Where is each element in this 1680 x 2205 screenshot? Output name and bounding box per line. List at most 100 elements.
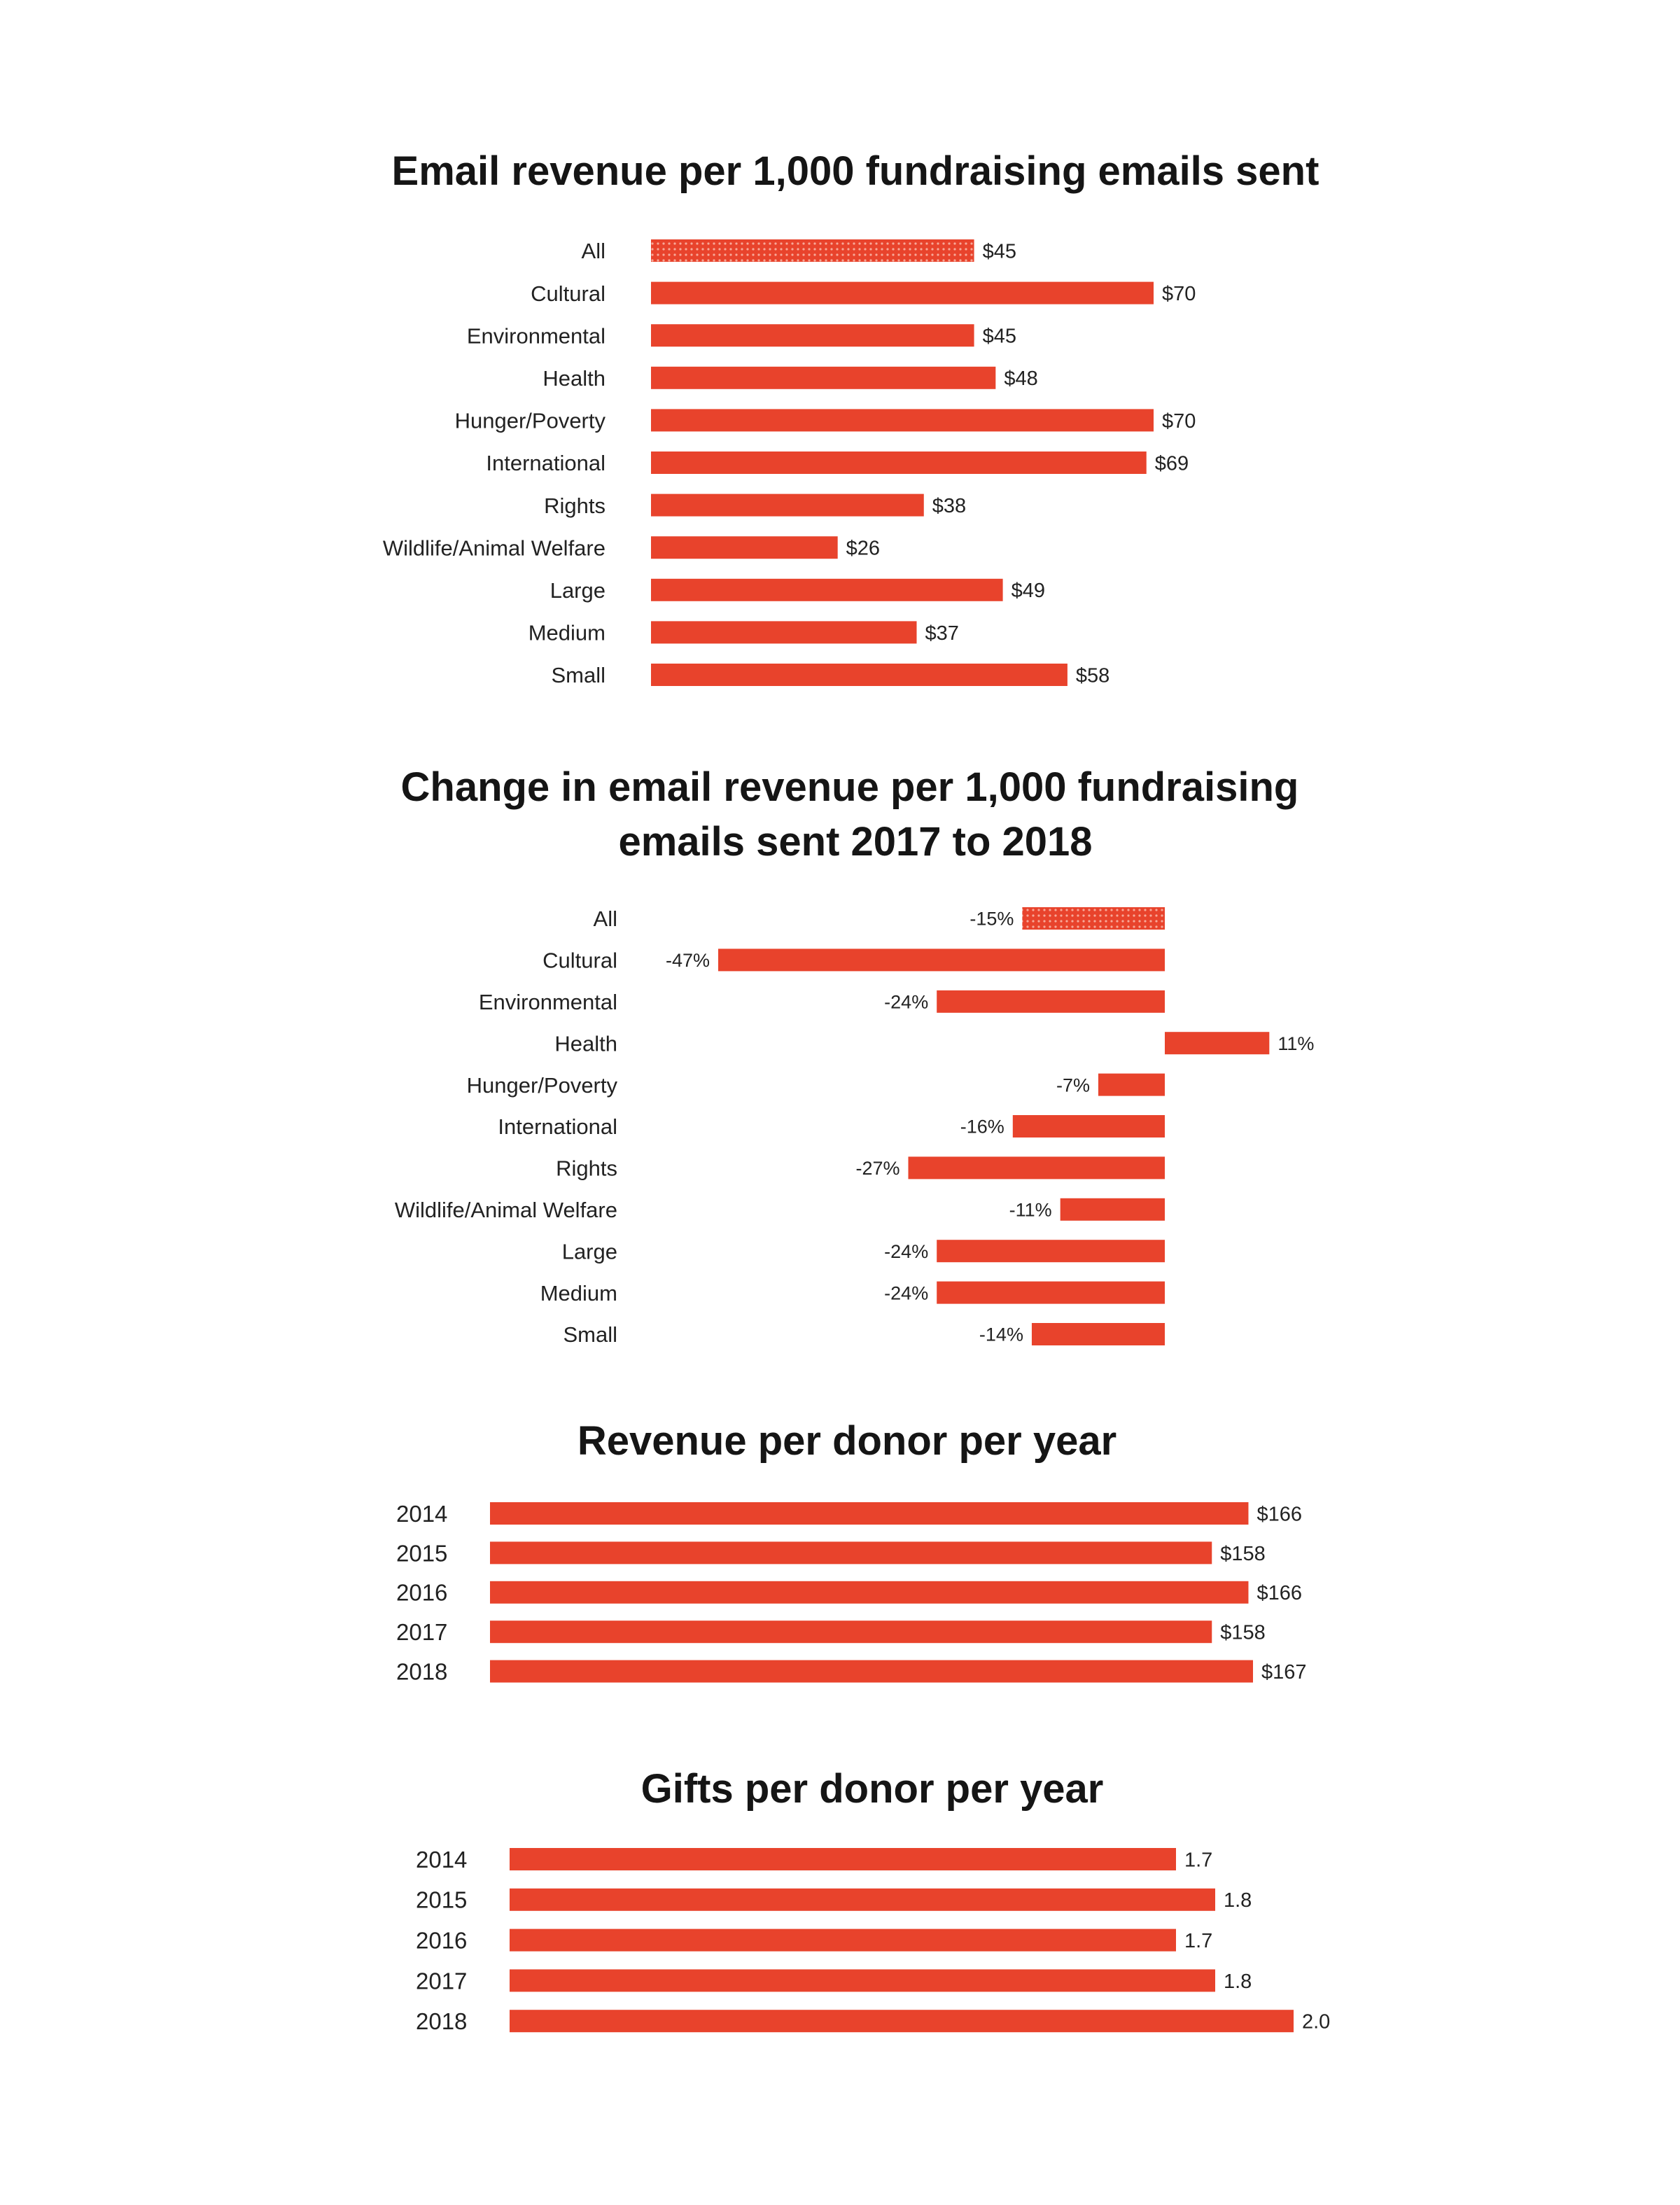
revenue-change-value-label: -47% [666, 950, 710, 971]
revenue-change-bar [1031, 1323, 1165, 1345]
email-revenue-bar [651, 578, 1003, 601]
email-revenue-bar [651, 621, 917, 644]
email-revenue-bar [651, 409, 1154, 432]
email-revenue-bar [651, 493, 924, 517]
email-revenue-bar [651, 451, 1147, 474]
email-revenue-bars: All $45 Cultural $70 Environmental $45 Health $… [383, 239, 1196, 687]
gifts-per-donor-value-label: 1.8 [1224, 1970, 1252, 1993]
gifts-per-donor-bar [510, 2010, 1294, 2033]
revenue-per-donor-bar [490, 1660, 1253, 1683]
revenue-change-category-label: All [594, 906, 617, 931]
email-revenue-bar [651, 324, 974, 347]
email-revenue-value-label: $69 [1155, 452, 1189, 475]
revenue-change-bar [718, 948, 1165, 972]
gifts-per-donor-chart: Gifts per donor per year 2014 1.7 2015 1.8 2… [416, 1766, 1330, 2034]
gifts-per-donor-bar [510, 1848, 1176, 1870]
revenue-change-category-label: Large [562, 1239, 617, 1264]
revenue-change-bar [1098, 1073, 1165, 1096]
email-revenue-bar [651, 664, 1068, 686]
revenue-per-donor-bar [490, 1541, 1212, 1564]
email-revenue-category-label: International [486, 451, 606, 475]
email-revenue-value-label: $45 [983, 326, 1016, 348]
revenue-per-donor-category-label: 2018 [396, 1658, 447, 1684]
revenue-per-donor-bar [490, 1581, 1249, 1604]
email-revenue-bar [651, 366, 996, 389]
revenue-per-donor-bar [490, 1620, 1212, 1644]
revenue-per-donor-value-label: $158 [1220, 1543, 1266, 1565]
revenue-change-category-label: International [498, 1114, 617, 1139]
email-revenue-category-label: Medium [528, 621, 606, 645]
revenue-change-value-label: -24% [884, 992, 928, 1013]
revenue-change-bar [937, 1240, 1165, 1263]
revenue-change-value-label: -24% [884, 1241, 928, 1262]
revenue-per-donor-chart-title: Revenue per donor per year [578, 1418, 1116, 1464]
email-revenue-value-label: $70 [1162, 410, 1196, 433]
revenue-change-value-label: -27% [855, 1158, 899, 1179]
revenue-change-bar [1165, 1032, 1270, 1055]
email-revenue-category-label: Wildlife/Animal Welfare [383, 536, 606, 560]
gifts-per-donor-category-label: 2017 [416, 1968, 467, 1994]
gifts-per-donor-bar [510, 1888, 1215, 1911]
revenue-per-donor-category-label: 2015 [396, 1540, 447, 1566]
revenue-change-value-label: -24% [884, 1282, 928, 1303]
gifts-per-donor-value-label: 1.7 [1184, 1930, 1212, 1952]
revenue-per-donor-value-label: $166 [1256, 1582, 1302, 1604]
revenue-change-title-line-1: Change in email revenue per 1,000 fundra… [401, 764, 1299, 810]
revenue-per-donor-value-label: $167 [1261, 1661, 1307, 1684]
revenue-change-value-label: -7% [1056, 1074, 1090, 1096]
revenue-change-category-label: Cultural [542, 948, 617, 973]
revenue-change-bar [937, 1281, 1165, 1304]
revenue-change-bar [1060, 1198, 1165, 1221]
gifts-per-donor-bars: 2014 1.7 2015 1.8 2016 1.7 2017 1.8 2018 2.0 [416, 1847, 1330, 2034]
email-revenue-value-label: $26 [846, 538, 880, 560]
email-revenue-category-label: Small [551, 663, 606, 687]
gifts-per-donor-chart-title: Gifts per donor per year [641, 1766, 1104, 1812]
revenue-per-donor-value-label: $158 [1220, 1622, 1266, 1644]
revenue-change-value-label: -15% [969, 909, 1014, 930]
gifts-per-donor-category-label: 2018 [416, 2008, 467, 2034]
revenue-change-category-label: Small [563, 1322, 617, 1347]
email-revenue-category-label: Cultural [531, 281, 606, 306]
gifts-per-donor-bar [510, 1928, 1176, 1952]
revenue-per-donor-bar [490, 1502, 1249, 1525]
revenue-change-title-line-2: emails sent 2017 to 2018 [618, 819, 1092, 864]
email-revenue-category-label: Rights [544, 493, 606, 518]
revenue-change-category-label: Wildlife/Animal Welfare [395, 1198, 617, 1222]
gifts-per-donor-category-label: 2014 [416, 1847, 467, 1872]
revenue-per-donor-bars: 2014 $166 2015 $158 2016 $166 2017 $158 2018 $167 [396, 1501, 1307, 1685]
email-revenue-chart-title: Email revenue per 1,000 fundraising emai… [392, 148, 1320, 194]
revenue-change-category-label: Health [554, 1031, 617, 1056]
email-revenue-category-label: Environmental [467, 323, 606, 348]
revenue-change-value-label: -14% [979, 1324, 1023, 1345]
revenue-per-donor-category-label: 2016 [396, 1580, 447, 1606]
email-revenue-value-label: $49 [1011, 580, 1045, 602]
revenue-change-category-label: Rights [556, 1156, 617, 1181]
revenue-change-bar-highlight [1022, 907, 1165, 930]
gifts-per-donor-value-label: 1.7 [1184, 1849, 1212, 1871]
gifts-per-donor-bar [510, 1969, 1215, 1992]
email-revenue-value-label: $45 [983, 240, 1016, 262]
email-revenue-chart: Email revenue per 1,000 fundraising emai… [383, 148, 1320, 687]
email-revenue-bar [651, 281, 1154, 304]
revenue-per-donor-category-label: 2014 [396, 1501, 447, 1527]
revenue-change-bar [908, 1156, 1165, 1180]
revenue-change-bar [1012, 1115, 1165, 1138]
email-revenue-value-label: $38 [932, 495, 966, 517]
gifts-per-donor-value-label: 2.0 [1302, 2011, 1330, 2033]
email-revenue-category-label: Health [542, 366, 606, 391]
email-revenue-value-label: $70 [1162, 283, 1196, 305]
revenue-change-bars: All -15% Cultural -47% Environmental -24% Heal… [395, 906, 1315, 1347]
revenue-change-bar [937, 990, 1165, 1013]
email-revenue-bar [651, 536, 838, 559]
revenue-change-chart-title: Change in email revenue per 1,000 fundra… [401, 764, 1310, 864]
email-revenue-category-label: Large [550, 578, 606, 603]
revenue-change-chart: Change in email revenue per 1,000 fundra… [395, 764, 1315, 1347]
email-revenue-value-label: $37 [925, 622, 959, 645]
email-revenue-category-label: All [582, 239, 606, 263]
revenue-change-value-label: -16% [960, 1116, 1004, 1138]
gifts-per-donor-category-label: 2015 [416, 1887, 467, 1913]
revenue-per-donor-value-label: $166 [1256, 1503, 1302, 1525]
revenue-change-category-label: Hunger/Poverty [467, 1073, 618, 1098]
gifts-per-donor-category-label: 2016 [416, 1927, 467, 1953]
